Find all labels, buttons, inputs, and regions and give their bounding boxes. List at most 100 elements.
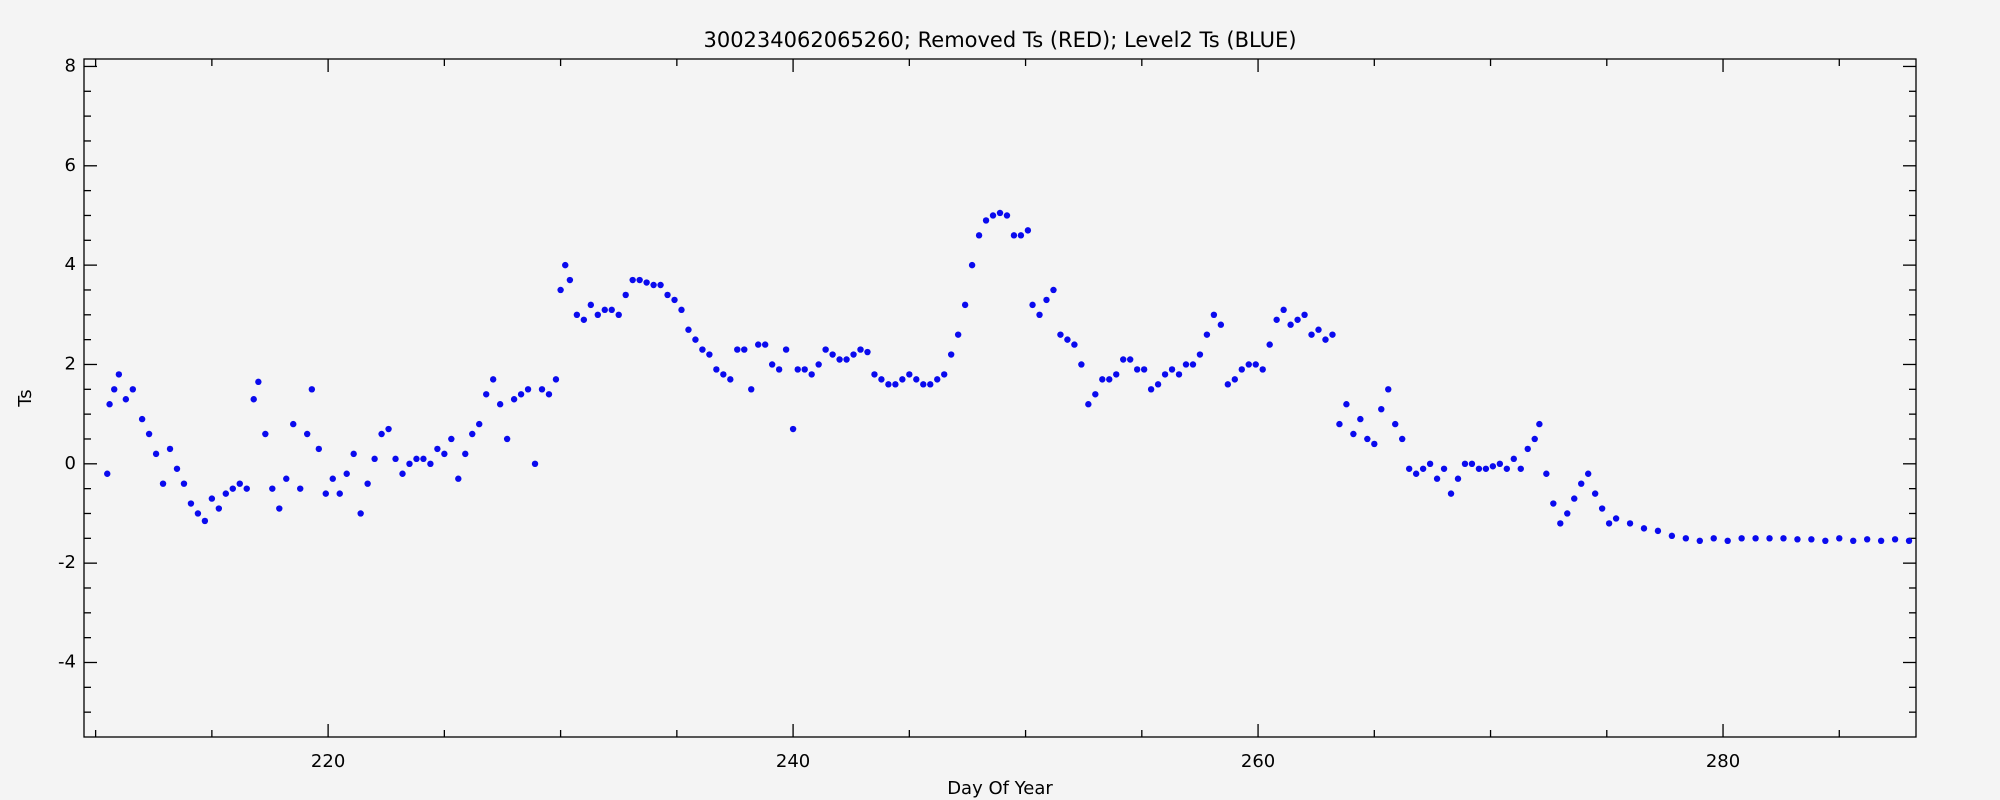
data-point (1168, 366, 1176, 373)
data-point (350, 450, 357, 458)
data-point (322, 490, 329, 497)
data-point (775, 366, 783, 373)
data-point (808, 371, 815, 378)
x-tick-label: 280 (1706, 751, 1740, 772)
data-point (1350, 430, 1357, 438)
data-point (1468, 460, 1476, 468)
data-point (1106, 376, 1113, 383)
data-point (427, 460, 434, 468)
data-point (815, 361, 822, 368)
data-point (1482, 465, 1490, 472)
data-point (1024, 227, 1032, 234)
data-point (748, 386, 755, 393)
data-point (1364, 435, 1371, 443)
data-point (496, 401, 504, 408)
data-point (727, 376, 734, 383)
data-point (1329, 331, 1336, 338)
data-point (1113, 371, 1120, 378)
data-point (378, 430, 385, 438)
data-point (201, 517, 209, 525)
data-point (1426, 460, 1434, 468)
data-point (1536, 420, 1543, 428)
data-point (250, 396, 257, 403)
data-point (975, 232, 983, 239)
y-tick-label: -4 (58, 651, 76, 672)
data-point (357, 510, 364, 517)
data-point (1287, 321, 1294, 328)
data-point (462, 450, 469, 458)
data-point (308, 386, 316, 393)
data-point (180, 480, 188, 487)
data-point (531, 460, 539, 468)
data-point (1273, 316, 1280, 323)
data-point (706, 351, 713, 358)
data-point (1399, 435, 1406, 443)
data-point (413, 455, 420, 463)
data-point (483, 391, 490, 398)
data-point (166, 445, 174, 453)
data-point (961, 301, 969, 309)
data-point (1043, 296, 1050, 304)
data-point (343, 470, 350, 477)
data-point (1419, 465, 1427, 472)
data-point (1140, 366, 1148, 373)
y-tick-label: 2 (65, 353, 76, 374)
data-point (734, 346, 741, 353)
data-point (996, 209, 1004, 217)
data-point (1863, 536, 1871, 543)
data-point (768, 361, 776, 368)
data-point (1738, 535, 1745, 542)
data-point (1682, 535, 1690, 542)
data-point (761, 341, 769, 348)
data-point (587, 301, 595, 309)
data-point (1245, 361, 1252, 368)
data-point (538, 386, 546, 393)
data-point (187, 500, 195, 507)
data-point (1294, 316, 1301, 323)
data-point (152, 450, 160, 458)
data-point (1071, 341, 1078, 348)
data-point (794, 366, 801, 373)
y-tick-label: 0 (65, 453, 76, 474)
data-point (1064, 336, 1071, 343)
data-point (1266, 341, 1273, 348)
data-point (476, 420, 483, 428)
data-point (111, 386, 118, 393)
data-point (850, 351, 857, 358)
data-point (1724, 537, 1731, 545)
data-point (1357, 415, 1364, 423)
data-point (510, 396, 518, 403)
data-point (1189, 361, 1197, 368)
data-point (906, 371, 913, 378)
data-point (1752, 535, 1759, 542)
data-point (1524, 445, 1531, 453)
y-tick-label: -2 (58, 552, 76, 573)
data-point (1315, 326, 1322, 333)
data-point (1099, 376, 1106, 383)
data-point (954, 331, 962, 338)
data-point (1050, 286, 1057, 294)
data-point (1120, 356, 1127, 363)
data-point (262, 430, 269, 438)
data-point (885, 381, 892, 388)
data-point (1196, 351, 1204, 358)
data-point (1433, 475, 1441, 482)
data-point (608, 306, 615, 314)
data-point (503, 435, 511, 443)
data-point (913, 376, 920, 383)
data-point (899, 376, 906, 383)
data-point (1371, 440, 1378, 448)
data-point (782, 346, 790, 353)
data-point (129, 386, 137, 393)
data-point (215, 505, 223, 512)
data-point (685, 326, 692, 333)
data-point (1182, 361, 1190, 368)
y-tick-label: 4 (65, 254, 76, 275)
data-point (1503, 465, 1511, 472)
data-point (1584, 470, 1592, 477)
data-point (1891, 536, 1899, 543)
data-point (1543, 470, 1550, 477)
data-point (420, 455, 427, 463)
x-tick-label: 260 (1241, 751, 1275, 772)
